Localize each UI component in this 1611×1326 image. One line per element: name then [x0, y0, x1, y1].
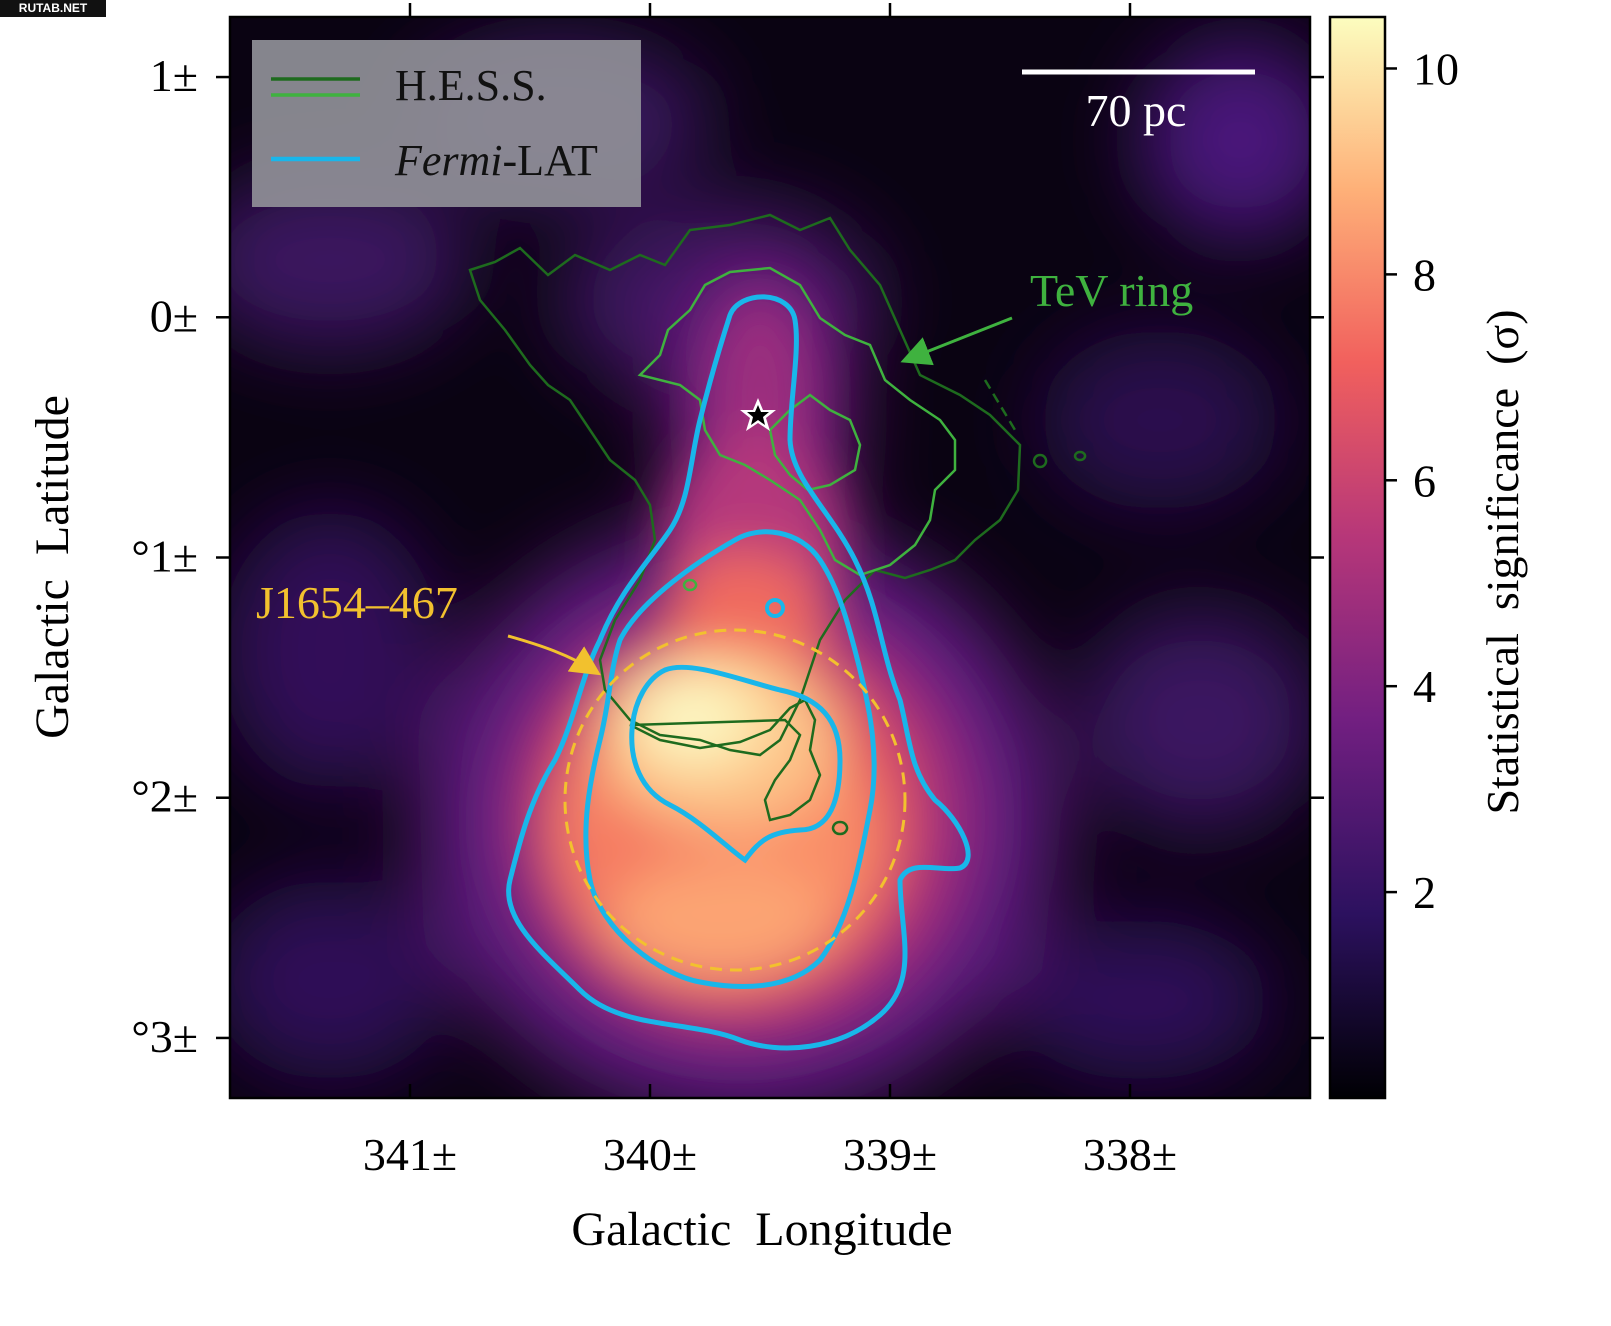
tev-ring-arrow	[900, 316, 1013, 366]
x-axis-title: Galactic Longitude	[571, 1203, 952, 1256]
y-tick-label: °1±	[131, 531, 198, 582]
tev-ring-label: TeV ring	[1030, 265, 1193, 316]
legend-hess-label: H.E.S.S.	[395, 61, 547, 110]
pulsar-star-icon	[740, 398, 776, 431]
scale-bar: 70 pc	[1022, 69, 1255, 136]
colorbar-tick-label: 4	[1413, 661, 1436, 712]
y-axis: 1± 0± °1± °2± °3±	[131, 50, 1324, 1062]
y-tick-label: °3±	[131, 1011, 198, 1062]
legend-fermi-label-italic: Fermi	[394, 136, 503, 185]
fermi-contours	[506, 294, 971, 1051]
x-tick-label: 341±	[363, 1129, 457, 1180]
hess-contours	[468, 213, 1087, 836]
watermark: RUTAB.NET	[0, 0, 106, 17]
colorbar: 10 8 6 4 2 Statistical significance (σ)	[1328, 15, 1528, 1100]
hess-outer-contour	[468, 213, 1022, 757]
y-axis-title: Galactic Latitude	[26, 395, 79, 739]
x-axis: 341± 340± 339± 338±	[363, 3, 1177, 1180]
colorbar-tick-label: 8	[1413, 249, 1436, 300]
scale-bar-label: 70 pc	[1086, 85, 1187, 136]
colorbar-tick-label: 6	[1413, 455, 1436, 506]
fermi-outer-contour	[506, 294, 971, 1051]
y-tick-label: 0±	[150, 290, 198, 341]
hess-small-blob-4	[682, 578, 698, 592]
fermi-middle-contour	[583, 529, 877, 990]
y-tick-label: °2±	[131, 771, 198, 822]
j1654-source-circle	[563, 628, 907, 972]
hess-inner-contour	[637, 266, 957, 577]
fermi-inner-contour	[629, 664, 843, 864]
legend: H.E.S.S. Fermi-LAT	[252, 40, 641, 207]
hess-ring-inner	[768, 393, 862, 492]
colorbar-tick-label: 2	[1413, 867, 1436, 918]
hess-small-blob-2	[1073, 450, 1087, 462]
hess-small-blob-1	[1032, 453, 1048, 469]
j1654-label: J1654–467	[256, 577, 458, 628]
x-tick-label: 340±	[603, 1129, 697, 1180]
legend-fermi-label-rest: -LAT	[503, 136, 598, 185]
hess-small-blob-3	[831, 820, 849, 836]
hess-dashed-contour	[983, 379, 1017, 431]
colorbar-tick-label: 10	[1413, 43, 1459, 94]
fermi-small-contour	[765, 598, 785, 618]
j1654-arrow	[507, 634, 602, 676]
colorbar-title: Statistical significance (σ)	[1477, 309, 1528, 814]
x-tick-label: 338±	[1083, 1129, 1177, 1180]
y-tick-label: 1±	[150, 50, 198, 101]
hess-core-contour	[629, 698, 822, 822]
x-tick-label: 339±	[843, 1129, 937, 1180]
svg-text:Fermi-LAT: Fermi-LAT	[394, 136, 598, 185]
